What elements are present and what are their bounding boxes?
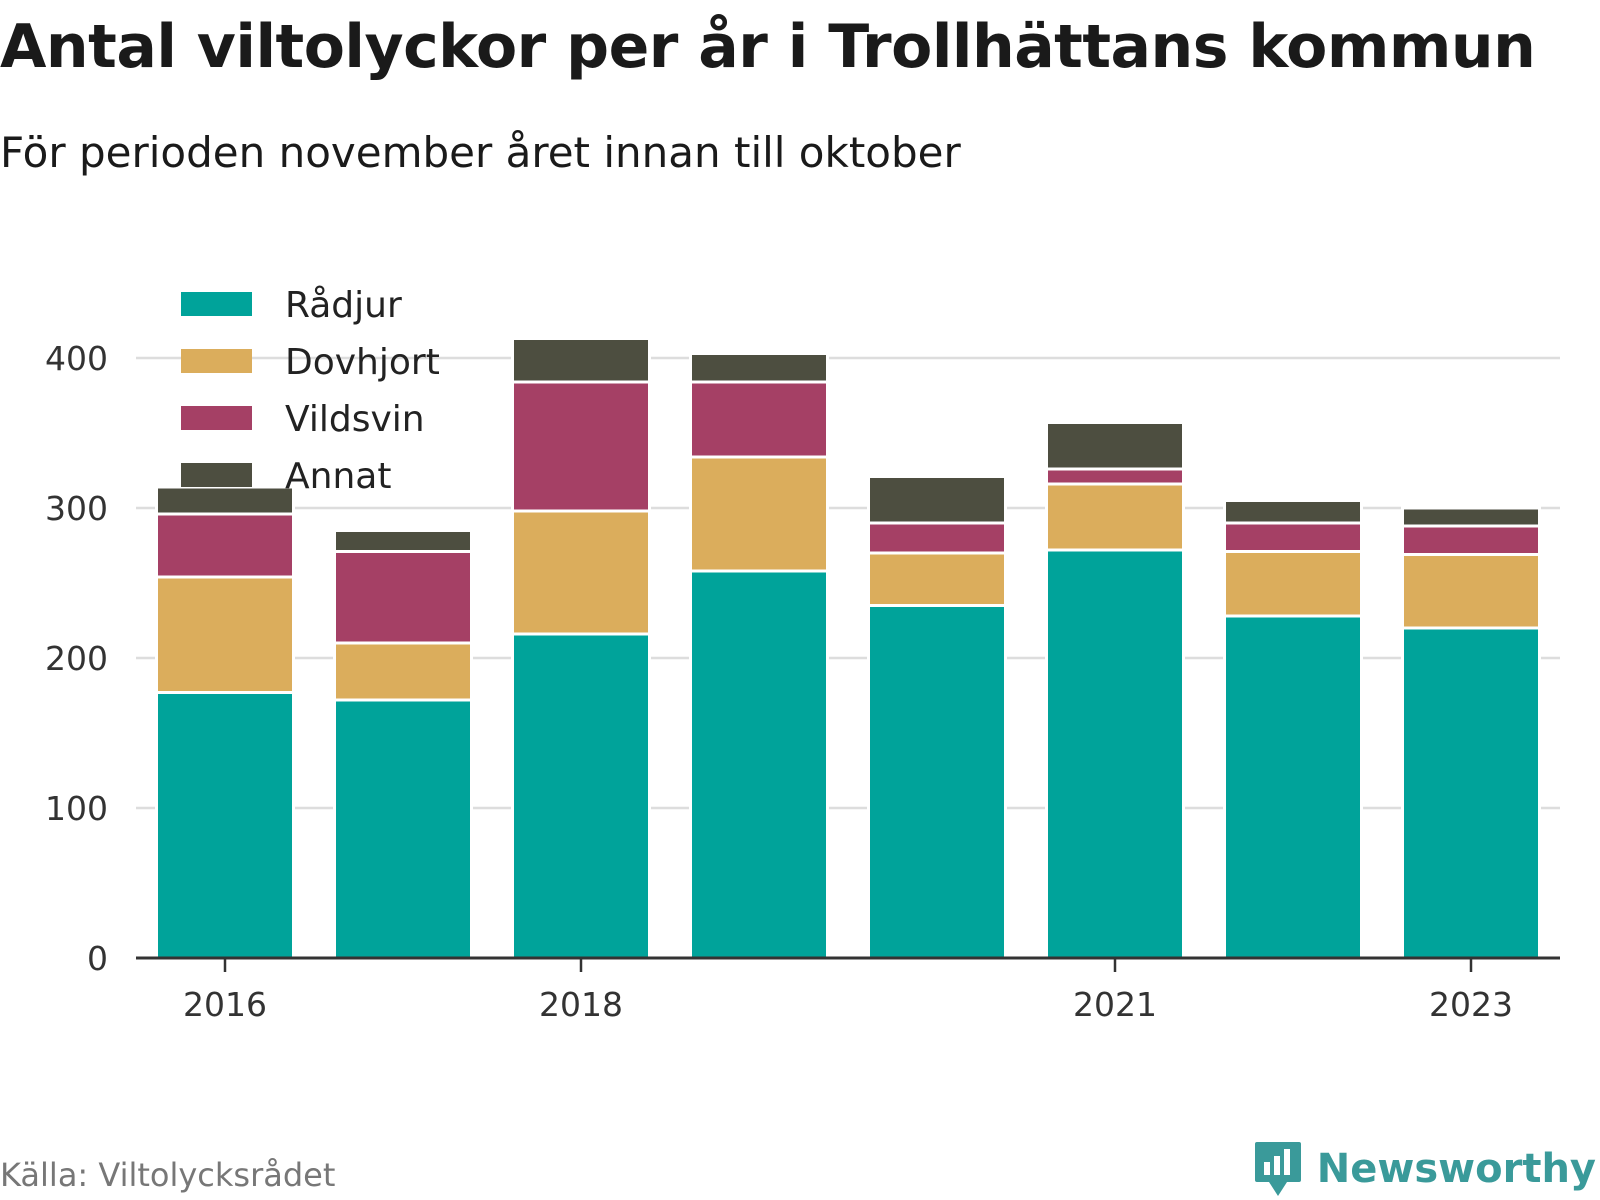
legend-label: Rådjur — [285, 285, 402, 326]
bar-annat-2023 — [1401, 506, 1541, 528]
legend: Rådjur Dovhjort Vildsvin Annat — [181, 285, 440, 497]
bar-stack-2017 — [333, 529, 473, 960]
bar-annat-2019 — [689, 352, 829, 384]
bar-vildsvin-2023 — [1401, 524, 1541, 556]
bar-rådjur-2016 — [155, 691, 295, 960]
stacked-bar-chart: 0 100 200 300 400 2016 2018 2021 2023 Rådjur Dov… — [45, 285, 1560, 1024]
bar-dovhjort-2016 — [155, 575, 295, 694]
bar-rådjur-2018 — [511, 632, 651, 960]
bar-annat-2022 — [1223, 499, 1363, 525]
bar-annat-2016 — [155, 485, 295, 516]
bar-vildsvin-2019 — [689, 380, 829, 459]
bar-rådjur-2020 — [867, 604, 1007, 960]
x-axis-labels: 2016 2018 2021 2023 — [183, 985, 1513, 1024]
bar-dovhjort-2019 — [689, 455, 829, 573]
brand-logo: Newsworthy — [1253, 1140, 1596, 1198]
bar-stacks — [155, 337, 1541, 960]
bar-dovhjort-2018 — [511, 509, 651, 636]
bar-rådjur-2017 — [333, 698, 473, 960]
y-tick-label: 300 — [45, 489, 108, 528]
source-note: Källa: Viltolycksrådet — [0, 1156, 336, 1194]
y-tick-label: 100 — [45, 789, 108, 828]
bar-annat-2017 — [333, 529, 473, 553]
chart-subtitle: För perioden november året innan till ok… — [0, 128, 961, 177]
bar-vildsvin-2016 — [155, 512, 295, 579]
y-tick-label: 400 — [45, 339, 108, 378]
bar-annat-2018 — [511, 337, 651, 384]
bar-dovhjort-2021 — [1045, 482, 1185, 552]
bar-dovhjort-2023 — [1401, 553, 1541, 630]
bar-vildsvin-2022 — [1223, 521, 1363, 553]
bar-stack-2016 — [155, 485, 295, 960]
bar-dovhjort-2020 — [867, 551, 1007, 607]
bar-vildsvin-2017 — [333, 550, 473, 645]
x-tick-label: 2021 — [1073, 985, 1157, 1024]
legend-swatch-annat — [181, 463, 252, 487]
legend-label: Annat — [285, 456, 391, 497]
legend-label: Dovhjort — [285, 342, 440, 383]
y-tick-label: 0 — [87, 939, 108, 978]
bar-vildsvin-2021 — [1045, 467, 1185, 486]
legend-label: Vildsvin — [285, 399, 425, 440]
x-tick-label: 2023 — [1429, 985, 1513, 1024]
bar-rådjur-2019 — [689, 569, 829, 960]
chart-title: Antal viltolyckor per år i Trollhättans … — [0, 12, 1536, 82]
bar-stack-2023 — [1401, 506, 1541, 960]
bar-annat-2020 — [867, 475, 1007, 525]
legend-swatch-rådjur — [181, 292, 252, 316]
bar-vildsvin-2018 — [511, 380, 651, 513]
bar-vildsvin-2020 — [867, 521, 1007, 555]
bar-stack-2018 — [511, 337, 651, 960]
bar-dovhjort-2022 — [1223, 550, 1363, 618]
x-axis — [136, 956, 1560, 972]
legend-swatch-dovhjort — [181, 349, 252, 373]
x-tick-label: 2016 — [183, 985, 267, 1024]
bar-stack-2021 — [1045, 421, 1185, 960]
bar-rådjur-2023 — [1401, 626, 1541, 960]
y-axis-labels: 0 100 200 300 400 — [45, 339, 108, 978]
bar-dovhjort-2017 — [333, 641, 473, 702]
bar-annat-2021 — [1045, 421, 1185, 471]
newsworthy-logo-icon — [1254, 1142, 1301, 1196]
brand-name: Newsworthy — [1316, 1146, 1596, 1192]
bar-stack-2019 — [689, 352, 829, 960]
bar-stack-2020 — [867, 475, 1007, 960]
bar-rådjur-2022 — [1223, 614, 1363, 960]
x-tick-label: 2018 — [539, 985, 623, 1024]
bar-rådjur-2021 — [1045, 548, 1185, 960]
y-tick-label: 200 — [45, 639, 108, 678]
bar-stack-2022 — [1223, 499, 1363, 960]
legend-swatch-vildsvin — [181, 406, 252, 430]
